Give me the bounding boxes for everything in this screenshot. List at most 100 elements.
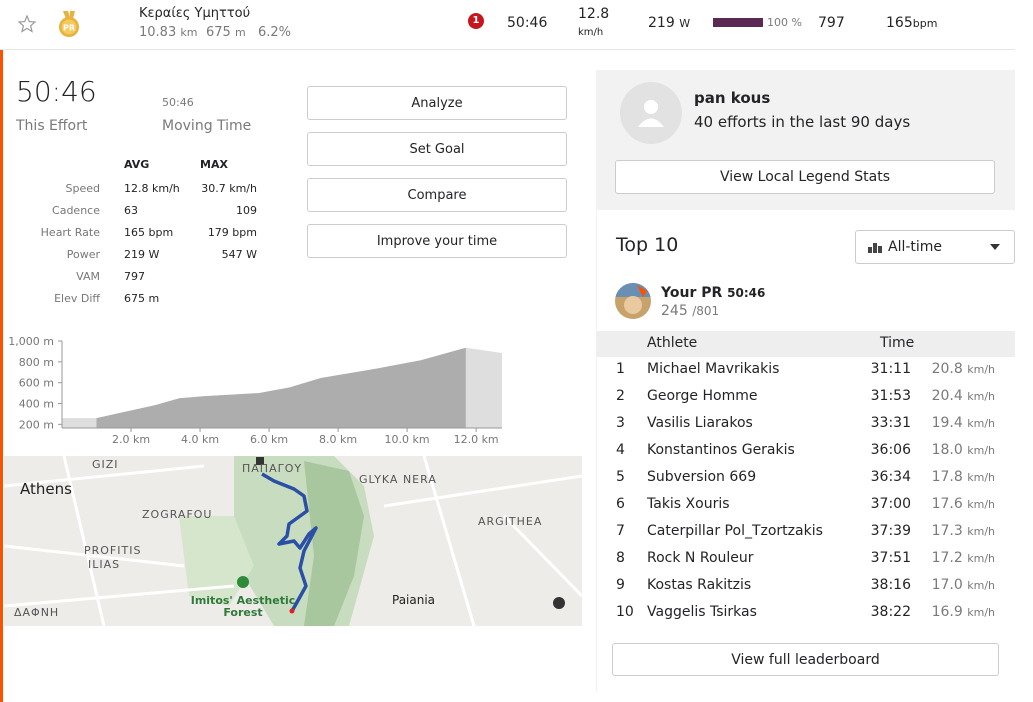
- athlete-name[interactable]: Kostas Rakitzis: [647, 577, 752, 593]
- effort-label: This Effort: [16, 118, 88, 134]
- speed-value: 20.4: [931, 388, 963, 404]
- effort-vam: 797: [818, 15, 845, 31]
- rank: 3: [616, 415, 625, 431]
- speed-value: 17.6: [931, 496, 963, 512]
- star-icon[interactable]: [18, 15, 36, 33]
- action-button[interactable]: Compare: [307, 178, 567, 212]
- action-button[interactable]: Improve your time: [307, 224, 567, 258]
- rank: 1: [616, 361, 625, 377]
- header-time: Time: [880, 335, 915, 351]
- speed-value: 17.2: [931, 550, 963, 566]
- map-roads: [4, 456, 582, 626]
- y-tick-label: 200 m: [19, 418, 54, 431]
- legend-name[interactable]: pan kous: [694, 89, 771, 107]
- accent-bar: [0, 50, 3, 702]
- map-label: GIZI: [92, 458, 119, 471]
- speed: 19.4 km/h: [895, 415, 995, 431]
- moving-time: 50:46: [162, 96, 194, 109]
- elevation-segment: [96, 347, 466, 428]
- speed: 17.2 km/h: [895, 550, 995, 566]
- unit: bpm: [912, 17, 938, 30]
- map-label-line: Imitos' Aesthetic: [191, 594, 296, 607]
- speed-value: 17.8: [931, 469, 963, 485]
- stat-avg: 165 bpm: [124, 226, 174, 239]
- speed-value: 18.0: [931, 442, 963, 458]
- y-tick-label: 1,000 m: [8, 335, 54, 348]
- stat-label: Cadence: [52, 204, 100, 217]
- athlete-name[interactable]: Michael Mavrikakis: [647, 361, 780, 377]
- map-label: PROFITIS ILIAS: [84, 544, 141, 571]
- filter-icon: [868, 243, 882, 253]
- stat-label: Speed: [65, 182, 100, 195]
- athlete-name[interactable]: Konstantinos Gerakis: [647, 442, 795, 458]
- stat-max: 547 W: [221, 248, 257, 261]
- action-button[interactable]: Set Goal: [307, 132, 567, 166]
- leaderboard-panel: [596, 210, 1016, 692]
- speed-unit: km/h: [578, 27, 604, 38]
- rank: 10: [616, 604, 634, 620]
- caret: [990, 244, 1000, 250]
- rank: 6: [616, 496, 625, 512]
- route-map[interactable]: GIZI Athens ZOGRAFOU PROFITIS ILIAS ΔΑΦΝΗ ΠΑΠΑ…: [4, 456, 582, 626]
- athlete-name[interactable]: Vasilis Liarakos: [647, 415, 753, 431]
- info-icon[interactable]: [553, 597, 565, 609]
- map-label-line: PROFITIS: [84, 544, 141, 557]
- unit: m: [234, 26, 246, 39]
- map-label: ΔΑΦΝΗ: [14, 606, 59, 619]
- action-button[interactable]: Analyze: [307, 86, 567, 120]
- x-tick-label: 2.0 km: [112, 433, 150, 446]
- athlete-name[interactable]: Takis Xouris: [647, 496, 730, 512]
- medal-icon: PR: [59, 11, 79, 37]
- effort-time: 31:53: [870, 388, 911, 404]
- leaderboard-title: Top 10: [616, 234, 679, 256]
- athlete-name[interactable]: Caterpillar Pol_Tzortzakis: [647, 523, 823, 539]
- rank: 2: [616, 388, 625, 404]
- stat-label: Heart Rate: [40, 226, 100, 239]
- stat-max: 109: [236, 204, 257, 217]
- athlete-name[interactable]: Rock N Rouleur: [647, 550, 754, 566]
- x-tick-label: 4.0 km: [181, 433, 219, 446]
- stat-avg: 797: [124, 270, 145, 283]
- map-label: ΠΑΠΑΓΟΥ: [242, 462, 302, 475]
- table-header: Athlete Time: [596, 331, 1015, 357]
- speed-unit: km/h: [967, 363, 995, 376]
- speed-value: 17.3: [931, 523, 963, 539]
- athlete-name[interactable]: Subversion 669: [647, 469, 757, 485]
- stats-header: AVG: [124, 158, 150, 171]
- speed-unit: km/h: [967, 390, 995, 403]
- pr-label: Your PR 50:46: [661, 285, 765, 301]
- effort-time: 36:34: [870, 469, 911, 485]
- y-tick-label: 800 m: [19, 356, 54, 369]
- stats-header: MAX: [200, 158, 228, 171]
- segment-name[interactable]: Κεραίες Υμηττού: [139, 6, 251, 21]
- x-tick-label: 6.0 km: [250, 433, 288, 446]
- stats-table: AVG MAX Speed 12.8 km/h 30.7 km/h Cadence 63…: [0, 155, 300, 315]
- route-end: [289, 608, 295, 614]
- filter-dropdown[interactable]: All-time: [855, 230, 1015, 264]
- speed-value: 19.4: [931, 415, 963, 431]
- map-label: GLYKA NERA: [359, 473, 437, 486]
- athlete-name[interactable]: Vaggelis Tsirkas: [647, 604, 757, 620]
- segment-grade: 6.2%: [258, 25, 292, 40]
- pr-total: /801: [692, 304, 720, 318]
- speed-value: 20.8: [931, 361, 963, 377]
- stat-label: Elev Diff: [54, 292, 100, 305]
- value: 165: [886, 15, 913, 31]
- divider: [0, 49, 1015, 50]
- speed-value: 17.0: [931, 577, 963, 593]
- athlete-name[interactable]: George Homme: [647, 388, 758, 404]
- legend-button[interactable]: View Local Legend Stats: [615, 160, 995, 194]
- map-label: Imitos' Aesthetic Forest: [191, 594, 296, 619]
- x-tick-label: 8.0 km: [319, 433, 357, 446]
- avatar-icon: [638, 100, 664, 127]
- y-tick-label: 600 m: [19, 377, 54, 390]
- moving-time-label: Moving Time: [162, 118, 252, 134]
- leaderboard-button[interactable]: View full leaderboard: [612, 643, 999, 676]
- effort-time: 38:22: [870, 604, 911, 620]
- header-athlete: Athlete: [647, 335, 698, 351]
- speed-value: 16.9: [931, 604, 963, 620]
- unit: km: [180, 26, 198, 39]
- pr-time: 50:46: [727, 286, 766, 300]
- map-label: Athens: [20, 480, 72, 498]
- map-label: ZOGRAFOU: [142, 508, 212, 521]
